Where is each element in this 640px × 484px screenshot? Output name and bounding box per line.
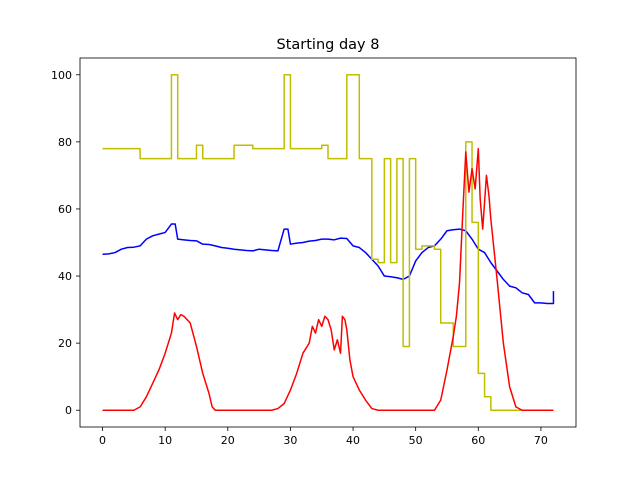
series-line-3 xyxy=(102,147,554,411)
series-line-1 xyxy=(102,223,555,305)
chart-title: Starting day 8 xyxy=(277,37,380,53)
x-tick-label: 70 xyxy=(534,434,548,447)
y-tick-label: 20 xyxy=(58,337,72,350)
x-tick-label: 20 xyxy=(221,434,235,447)
series-layer xyxy=(102,74,555,411)
x-tick-label: 0 xyxy=(99,434,106,447)
y-tick-label: 100 xyxy=(51,69,72,82)
x-tick-label: 60 xyxy=(471,434,485,447)
y-tick-label: 40 xyxy=(58,270,72,283)
y-tick-label: 60 xyxy=(58,203,72,216)
y-tick-label: 80 xyxy=(58,136,72,149)
x-tick-label: 50 xyxy=(409,434,423,447)
x-tick-label: 40 xyxy=(346,434,360,447)
series-line-2 xyxy=(102,74,554,411)
x-tick-label: 10 xyxy=(158,434,172,447)
x-tick-label: 30 xyxy=(283,434,297,447)
axes-layer: 0 10 20 30 40 50 60 70 0 20 40 60 80 100 xyxy=(51,57,577,447)
plot-frame xyxy=(79,57,577,428)
y-tick-label: 0 xyxy=(65,404,72,417)
